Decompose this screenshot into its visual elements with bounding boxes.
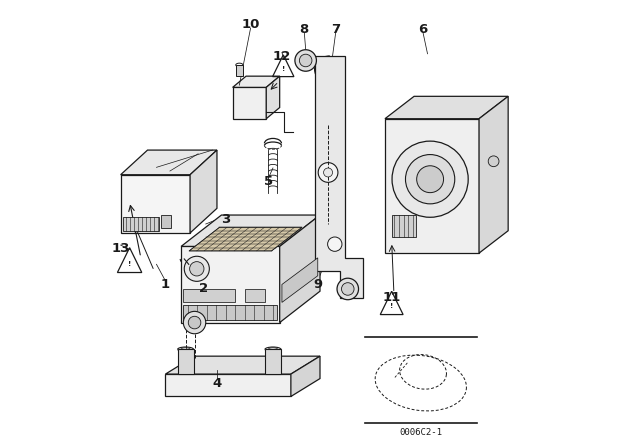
Circle shape bbox=[183, 311, 205, 334]
Text: 7: 7 bbox=[331, 22, 340, 36]
Polygon shape bbox=[265, 349, 281, 374]
Polygon shape bbox=[245, 289, 265, 302]
Polygon shape bbox=[183, 289, 236, 302]
Circle shape bbox=[392, 141, 468, 217]
Polygon shape bbox=[120, 175, 190, 233]
Polygon shape bbox=[232, 87, 266, 119]
Polygon shape bbox=[232, 76, 280, 87]
Polygon shape bbox=[385, 119, 479, 253]
Polygon shape bbox=[181, 246, 280, 323]
Circle shape bbox=[184, 256, 209, 281]
Polygon shape bbox=[479, 96, 508, 253]
Text: 0006C2-1: 0006C2-1 bbox=[399, 428, 442, 437]
Text: 10: 10 bbox=[241, 18, 260, 31]
Circle shape bbox=[342, 283, 354, 295]
Circle shape bbox=[295, 50, 316, 71]
Polygon shape bbox=[120, 150, 217, 175]
Polygon shape bbox=[385, 96, 508, 119]
Circle shape bbox=[417, 166, 444, 193]
Polygon shape bbox=[190, 150, 217, 233]
Polygon shape bbox=[392, 215, 417, 237]
Text: 9: 9 bbox=[313, 278, 323, 291]
Text: 1: 1 bbox=[161, 278, 170, 291]
Text: !: ! bbox=[282, 66, 285, 72]
Text: 2: 2 bbox=[199, 282, 208, 296]
Circle shape bbox=[324, 168, 333, 177]
Circle shape bbox=[188, 316, 201, 329]
Polygon shape bbox=[266, 76, 280, 119]
Polygon shape bbox=[189, 227, 302, 251]
Circle shape bbox=[488, 156, 499, 167]
Polygon shape bbox=[291, 356, 320, 396]
Circle shape bbox=[318, 163, 338, 182]
Text: 8: 8 bbox=[300, 22, 309, 36]
Text: 13: 13 bbox=[111, 242, 130, 255]
Polygon shape bbox=[280, 215, 320, 323]
Circle shape bbox=[337, 278, 358, 300]
Text: 5: 5 bbox=[264, 175, 273, 188]
Polygon shape bbox=[165, 356, 320, 374]
Text: 12: 12 bbox=[273, 49, 291, 63]
Polygon shape bbox=[177, 349, 194, 374]
Polygon shape bbox=[315, 56, 362, 298]
Polygon shape bbox=[183, 305, 277, 320]
Polygon shape bbox=[123, 217, 159, 231]
Polygon shape bbox=[181, 215, 320, 246]
Polygon shape bbox=[165, 374, 291, 396]
Text: !: ! bbox=[128, 261, 131, 267]
Text: 3: 3 bbox=[221, 213, 230, 226]
Text: 4: 4 bbox=[212, 376, 221, 390]
Circle shape bbox=[328, 237, 342, 251]
Polygon shape bbox=[282, 258, 317, 302]
Text: !: ! bbox=[390, 303, 394, 310]
Polygon shape bbox=[236, 65, 243, 76]
Circle shape bbox=[189, 262, 204, 276]
Polygon shape bbox=[161, 215, 171, 228]
Circle shape bbox=[300, 54, 312, 67]
Circle shape bbox=[406, 155, 455, 204]
Text: 6: 6 bbox=[419, 22, 428, 36]
Text: 11: 11 bbox=[383, 291, 401, 305]
